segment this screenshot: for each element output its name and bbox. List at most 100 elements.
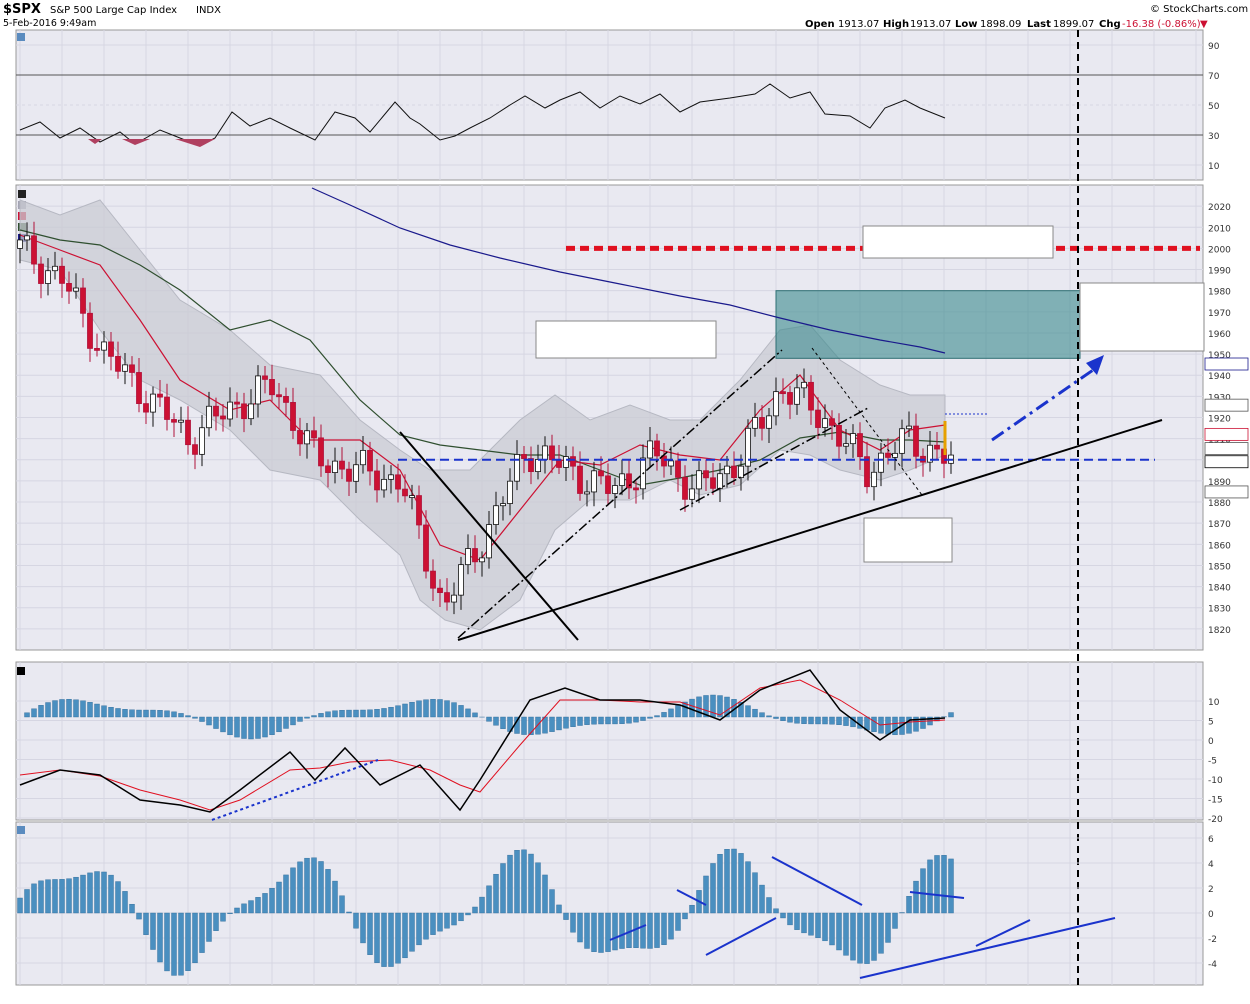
candle-body [907,426,912,429]
hist-bar [942,855,947,913]
hist-bar [886,913,891,942]
macd-hist-bar [214,717,219,729]
hist-bar [431,913,436,935]
price-value-label-box [1205,358,1248,370]
macd-hist-bar [144,710,149,717]
candle-body [466,549,471,565]
hist-legend-swatch [17,826,25,834]
hist-bar [88,873,93,913]
index-name: S&P 500 Large Cap Index [50,5,177,16]
brick-wall-box [863,226,1053,258]
low-label: Low [955,19,977,30]
candle-body [669,461,674,466]
yellen-box [1080,283,1204,351]
hist-bar [466,913,471,915]
candle-body [697,471,702,489]
low-value: 1898.09 [980,19,1021,30]
candle-body [123,365,128,371]
symbol: $SPX [3,2,41,17]
macd-hist-bar [81,701,86,717]
hist-bar [851,913,856,960]
price-tick-label: 1880 [1208,499,1231,509]
high-value: 1913.07 [910,19,951,30]
candle-body [452,595,457,602]
timestamp: 5-Feb-2016 9:49am [3,18,96,29]
macd-hist-bar [781,717,786,721]
candle-body [438,588,443,592]
candle-body [620,474,625,486]
hist-bar [487,886,492,913]
hist-bar [46,880,51,913]
candle-body [333,461,338,472]
rsi-tick-label: 90 [1208,42,1220,52]
macd-hist-bar [200,717,205,722]
hist-bar [676,913,681,930]
price-tick-label: 1990 [1208,267,1231,277]
macd-hist-bar [235,717,240,737]
macd-hist-bar [417,701,422,717]
hist-bar [417,913,422,945]
macd-hist-bar [452,703,457,717]
candle-body [732,466,737,478]
candle-body [655,441,660,456]
hist-bar [207,913,212,941]
candle-body [893,453,898,457]
price-value-label-box [1205,486,1248,498]
candle-body [536,459,541,471]
macd-hist-bar [557,717,562,730]
macd-hist-bar [403,704,408,717]
macd-hist-bar [599,717,604,724]
candle-body [375,471,380,490]
hist-bar [263,893,268,913]
macd-hist-bar [32,709,37,717]
macd-hist-bar [795,717,800,723]
macd-hist-bar [277,717,282,732]
candle-body [781,392,786,394]
hist-bar [711,863,716,913]
macd-hist-bar [788,717,793,722]
candle-body [543,446,548,459]
hist-bar [564,913,569,920]
hist-bar [606,913,611,952]
hist-bar [907,896,912,913]
candle-body [298,430,303,443]
candle-body [718,474,723,489]
hist-bar [452,913,457,925]
hist-bar [949,859,954,913]
candle-body [172,419,177,422]
macd-hist-bar [221,717,226,732]
candle-body [823,419,828,428]
macd-hist-bar [676,705,681,717]
macd-hist-bar [298,717,303,721]
macd-hist-bar [809,717,814,724]
candle-body [270,379,275,394]
hist-bar [193,913,198,963]
candle-body [277,395,282,397]
open-value: 1913.07 [838,19,879,30]
candle-body [550,446,555,460]
candle-body [193,445,198,455]
hist-bar [830,913,835,945]
hist-bar [151,913,156,950]
price-value-label-box [1205,456,1248,468]
candle-body [158,394,163,397]
macd-hist-bar [487,717,492,721]
candle-body [865,457,870,487]
candle-body [424,525,429,571]
hist-bar [424,913,429,939]
candle-body [235,402,240,404]
hist-tick-label: 6 [1208,835,1214,845]
macd-hist-bar [354,710,359,717]
candle-body [872,472,877,486]
macd-hist-bar [67,699,72,717]
candle-body [151,394,156,412]
hist-bar [221,913,226,921]
candle-body [830,419,835,426]
last-label: Last [1027,19,1051,30]
candle-body [739,466,744,477]
candle-body [788,392,793,404]
macd-hist-bar [424,700,429,717]
candle-body [879,453,884,472]
hist-bar [921,869,926,913]
candle-body [935,445,940,449]
